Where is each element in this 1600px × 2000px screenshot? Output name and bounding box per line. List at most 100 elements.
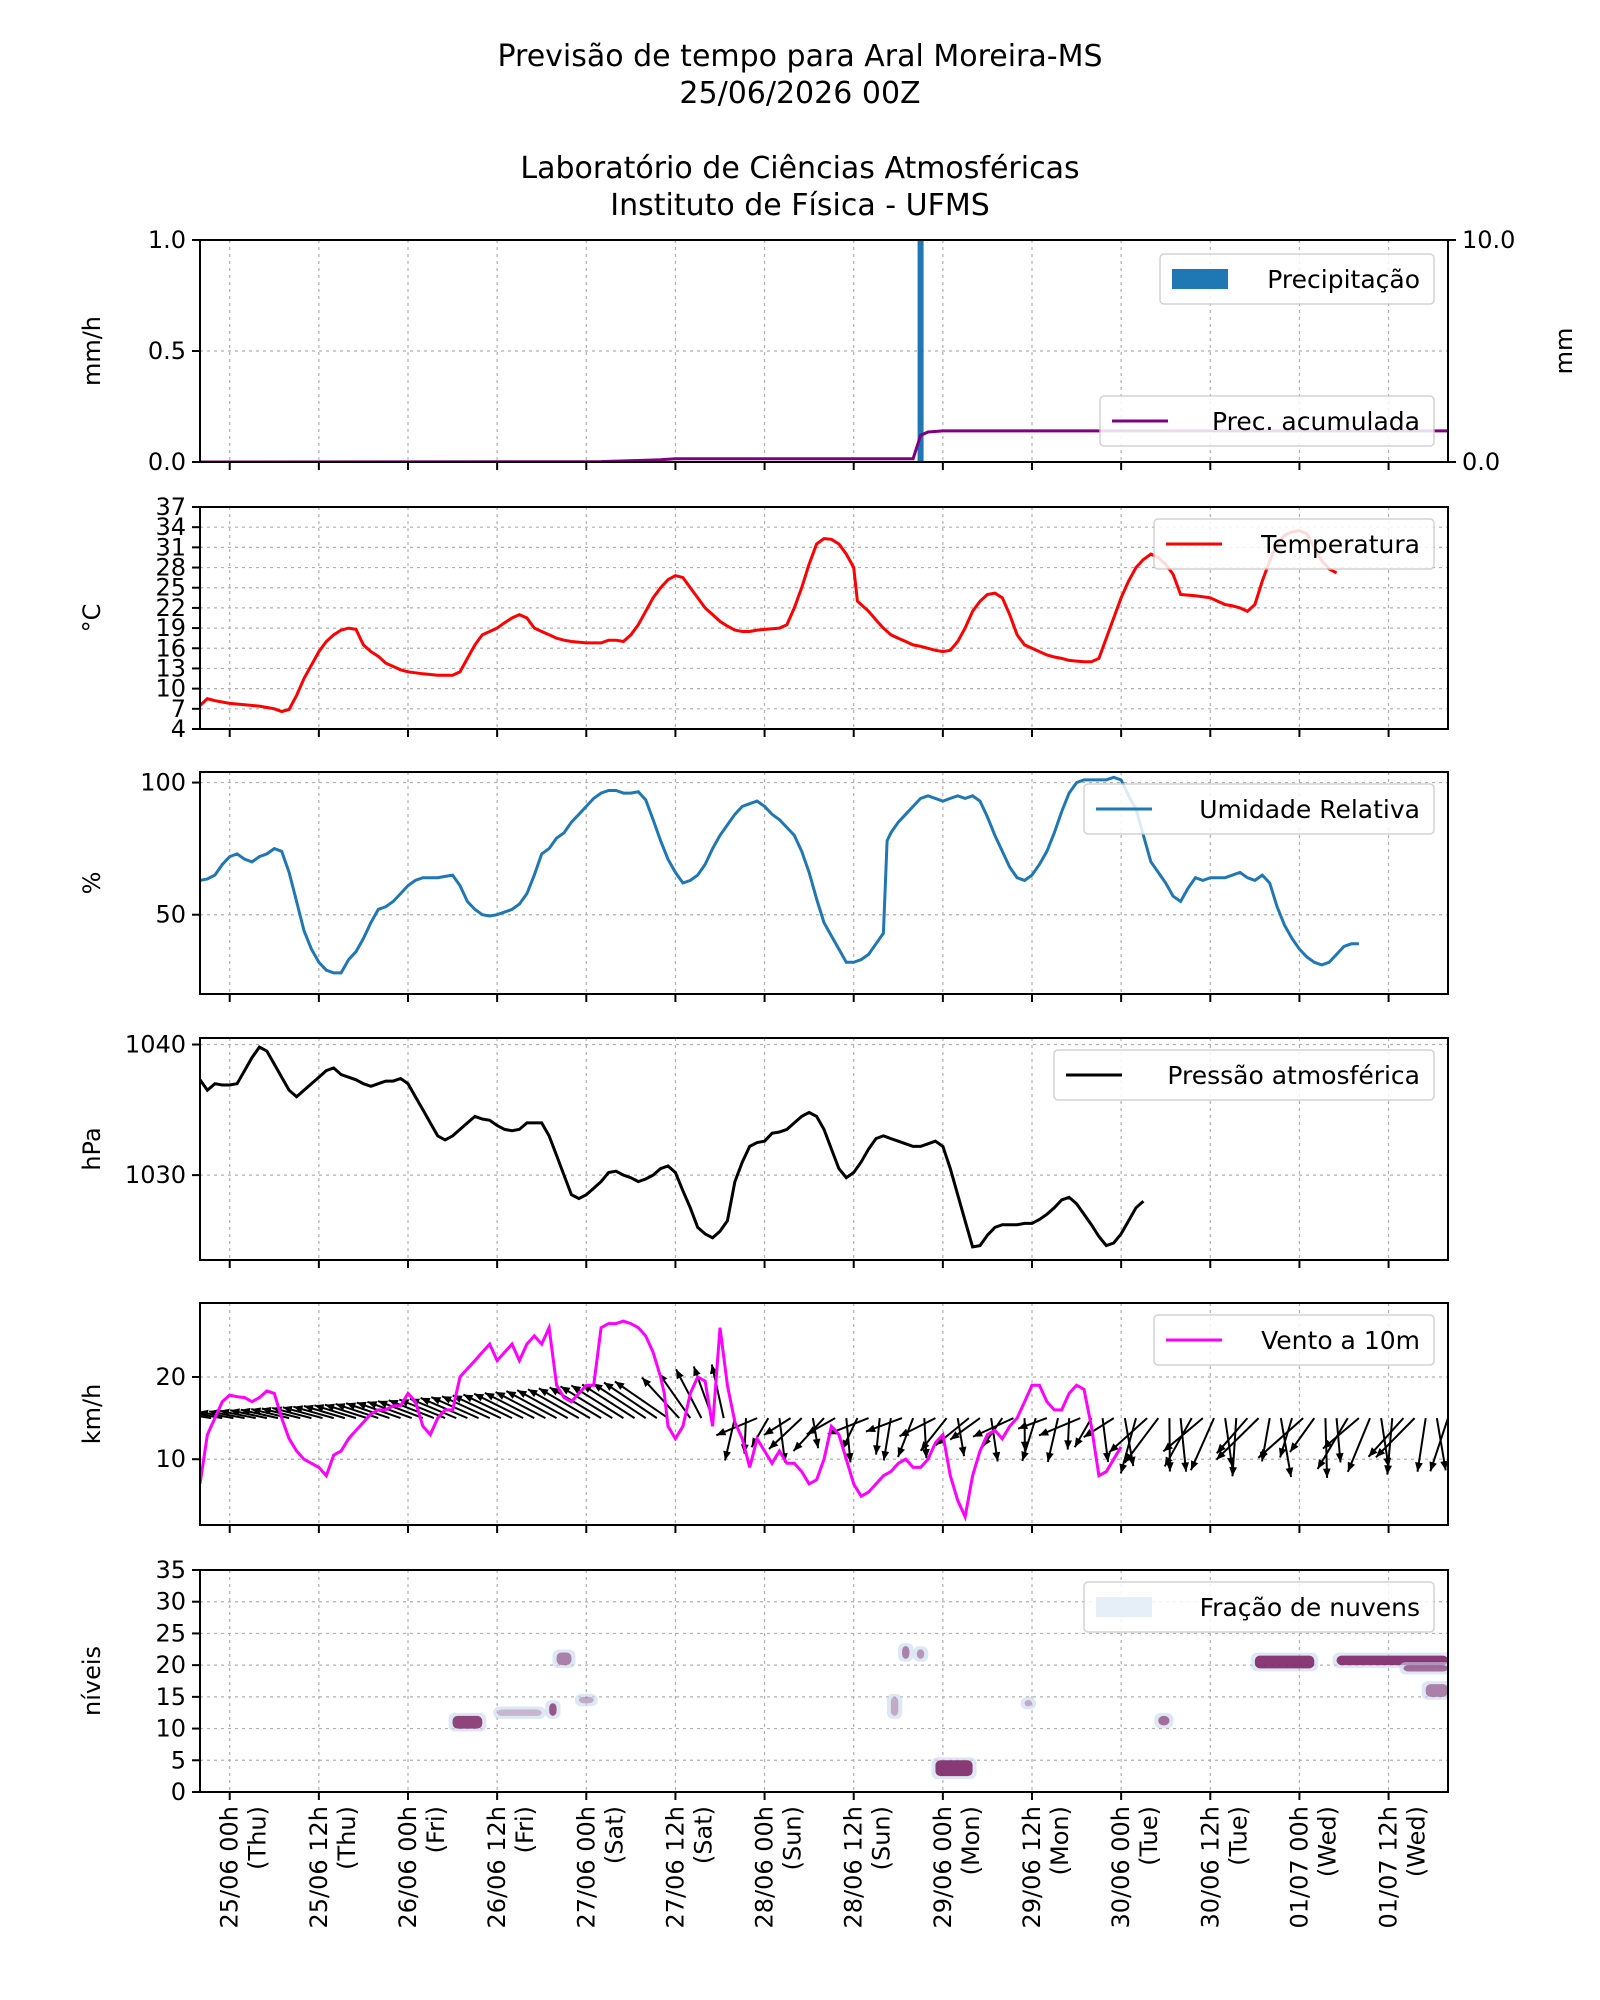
- wind-arrow-head: [463, 1394, 474, 1403]
- x-tick-day: (Wed): [1313, 1806, 1341, 1877]
- y-axis-label: hPa: [78, 1127, 106, 1170]
- wind-arrow-head: [571, 1385, 582, 1394]
- legend-accum: Prec. acumulada: [1099, 395, 1435, 447]
- wind-arrow-head: [604, 1382, 614, 1391]
- wind-arrow-head: [219, 1408, 230, 1417]
- wind-arrow-head: [593, 1383, 603, 1392]
- y-tick-label: 25: [155, 1619, 186, 1647]
- wind-arrow-head: [873, 1445, 881, 1455]
- wind-arrow: [538, 1387, 591, 1419]
- wind-arrow-head: [1039, 1428, 1049, 1436]
- y-tick-label: 4: [171, 715, 186, 743]
- accum-precip-line: [200, 429, 1448, 462]
- x-tick-day: (Tue): [1135, 1806, 1163, 1866]
- y-tick-label: 10: [155, 1445, 186, 1473]
- wind-arrow: [516, 1389, 569, 1419]
- wind-arrow: [1324, 1418, 1329, 1478]
- wind-arrow: [527, 1388, 580, 1419]
- plot-area-temp: [200, 528, 1338, 714]
- axes-frame: [199, 1302, 1449, 1526]
- y-tick-label: 100: [140, 769, 186, 797]
- x-tick-day: (Thu): [333, 1806, 361, 1870]
- wind-arrow-head: [950, 1431, 960, 1440]
- legend-rh: Umidade Relativa: [1083, 783, 1435, 835]
- x-tick-date: 26/06 00h: [394, 1806, 422, 1929]
- wind-arrow-head: [1165, 1462, 1174, 1472]
- y-tick-label: 28: [155, 554, 186, 582]
- y-tick-label: 34: [155, 513, 186, 541]
- wind-arrow-head: [1181, 1462, 1189, 1472]
- cloud-patch: [890, 1696, 899, 1716]
- y-axis-label: %: [78, 872, 106, 895]
- wind-arrow-head: [899, 1428, 910, 1437]
- wind-arrow-head: [367, 1401, 378, 1409]
- y-tick-label: 50: [155, 901, 186, 929]
- wind-arrow-head: [865, 1424, 876, 1432]
- y-tick-label: 22: [155, 594, 186, 622]
- wind-arrow-head: [793, 1441, 803, 1451]
- cloud-halo: [886, 1693, 903, 1719]
- y-tick-label: 0.0: [148, 448, 186, 476]
- wind-arrow-head: [549, 1387, 560, 1396]
- wind-arrow-head: [1018, 1421, 1028, 1430]
- y-tick-label: 30: [155, 1588, 186, 1616]
- panel-rh: 50 100 Umidade Relativa%: [78, 769, 1449, 1002]
- cloud-patch: [1425, 1684, 1448, 1697]
- wind-arrow: [581, 1383, 636, 1419]
- plot-area-clouds: [448, 1643, 1448, 1780]
- y-tick-label: 13: [155, 654, 186, 682]
- wind-arrow: [1119, 1417, 1137, 1474]
- wind-arrow-head: [1290, 1442, 1299, 1452]
- wind-arrow-head: [1103, 1452, 1111, 1463]
- wind-arrow: [1346, 1417, 1371, 1473]
- x-tick-date: 30/06 00h: [1107, 1806, 1135, 1929]
- wind-arrow: [484, 1391, 535, 1420]
- wind-arrow-head: [1285, 1467, 1294, 1478]
- y-tick-label: 0.5: [148, 337, 186, 365]
- wind-arrow-head: [261, 1407, 272, 1415]
- wind-arrow-head: [538, 1388, 549, 1397]
- legend-box: [1153, 518, 1435, 570]
- plot-area-rh: [200, 775, 1359, 975]
- wind-arrow-head: [325, 1403, 335, 1412]
- wind-arrow-head: [1347, 1461, 1355, 1472]
- y-tick-label: 20: [155, 1363, 186, 1391]
- plot-area-wind: [200, 1319, 1448, 1522]
- y-tick-label: 1040: [125, 1031, 186, 1059]
- x-tick-date: 25/06 00h: [216, 1806, 244, 1929]
- x-tick-date: 01/07 00h: [1285, 1806, 1313, 1929]
- wind-arrow-head: [1163, 1442, 1173, 1452]
- legend-precipitation: Precipitação: [1159, 253, 1435, 305]
- wind-arrow-head: [1429, 1461, 1437, 1472]
- x-tick-day: (Sat): [689, 1806, 717, 1864]
- x-tick-day: (Wed): [1403, 1806, 1431, 1877]
- wind-arrow-head: [642, 1377, 652, 1387]
- legend-label: Umidade Relativa: [1199, 795, 1420, 824]
- wind-arrow: [1316, 1417, 1349, 1470]
- legend-label: Prec. acumulada: [1212, 407, 1420, 436]
- wind-arrow-head: [922, 1448, 930, 1459]
- wind-arrow-head: [378, 1400, 388, 1408]
- cloud-halo: [1020, 1697, 1036, 1710]
- y-tick-label: 31: [155, 533, 186, 561]
- wind-arrow-head: [282, 1405, 293, 1414]
- x-tick-date: 26/06 12h: [483, 1806, 511, 1929]
- y-right-tick-label: 10.0: [1462, 226, 1515, 254]
- x-tick-date: 27/06 12h: [661, 1806, 689, 1929]
- axes-frame: [199, 1569, 1449, 1793]
- wind-arrow-head: [1415, 1462, 1423, 1472]
- x-tick-day: (Mon): [957, 1806, 985, 1875]
- wind-arrow-head: [723, 1450, 731, 1461]
- y-tick-label: 0: [171, 1778, 186, 1806]
- wind-arrow-head: [240, 1407, 251, 1416]
- y-tick-label: 10: [155, 1715, 186, 1743]
- x-tick-day: (Fri): [511, 1806, 539, 1853]
- legend-label: Fração de nuvens: [1200, 1593, 1420, 1622]
- wind-arrow-head: [517, 1390, 528, 1398]
- wind-arrow-head: [1317, 1459, 1326, 1469]
- cloud-patch: [1158, 1715, 1170, 1726]
- x-tick-date: 30/06 12h: [1196, 1806, 1224, 1929]
- legend-label: Precipitação: [1267, 265, 1420, 294]
- wind-arrow-head: [958, 1446, 967, 1457]
